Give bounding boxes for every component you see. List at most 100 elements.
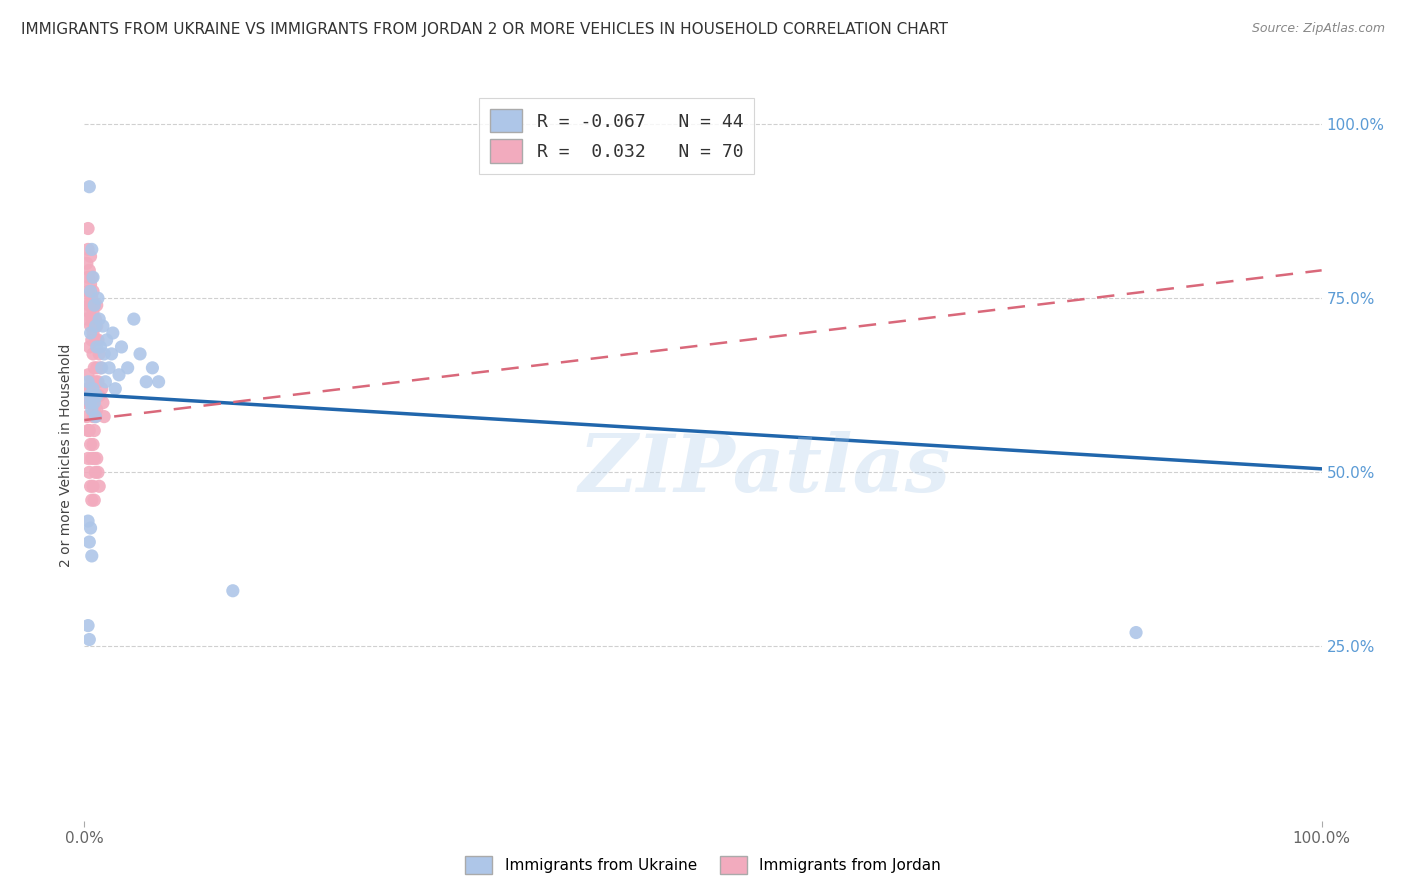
Point (77, 382, 100, 396)
Point (80, 333, 103, 347)
Text: Source: ZipAtlas.com: Source: ZipAtlas.com (1251, 22, 1385, 36)
Point (77, 618, 100, 632)
Point (79, 382, 101, 396)
Point (100, 347, 122, 361)
Point (83, 298, 105, 312)
Point (82, 389, 104, 403)
Point (80, 312, 103, 326)
Point (89, 360, 111, 375)
Point (79, 326, 101, 340)
Point (222, 583, 245, 598)
Point (83, 424, 105, 438)
Point (87, 291, 110, 305)
Point (83, 493, 105, 508)
Point (82, 270, 104, 285)
Point (79, 277, 101, 292)
Legend: Immigrants from Ukraine, Immigrants from Jordan: Immigrants from Ukraine, Immigrants from… (458, 850, 948, 880)
Point (75, 291, 97, 305)
Point (82, 284, 104, 298)
Point (83, 360, 105, 375)
Point (89, 340, 111, 354)
Point (79, 249, 101, 263)
Point (77, 368, 100, 382)
Point (79, 395, 101, 409)
Point (80, 270, 103, 285)
Point (79, 389, 101, 403)
Point (79, 305, 101, 319)
Point (104, 382, 127, 396)
Point (110, 340, 132, 354)
Point (80, 451, 103, 466)
Point (1125, 625, 1147, 640)
Point (79, 466, 101, 480)
Point (76, 409, 98, 424)
Point (84, 409, 107, 424)
Point (84, 319, 107, 334)
Point (89, 479, 111, 493)
Point (141, 360, 163, 375)
Point (96, 333, 118, 347)
Point (79, 284, 101, 298)
Point (86, 298, 108, 312)
Point (77, 451, 100, 466)
Point (77, 424, 100, 438)
Point (108, 368, 131, 382)
Point (82, 409, 104, 424)
Point (86, 360, 108, 375)
Point (79, 521, 101, 535)
Point (77, 375, 100, 389)
Point (80, 375, 103, 389)
Point (84, 333, 107, 347)
Point (80, 493, 103, 508)
Point (79, 424, 101, 438)
Point (122, 312, 145, 326)
Point (79, 319, 101, 334)
Y-axis label: 2 or more Vehicles in Household: 2 or more Vehicles in Household (59, 343, 73, 566)
Point (84, 375, 107, 389)
Point (79, 340, 101, 354)
Point (90, 360, 112, 375)
Point (86, 389, 108, 403)
Point (80, 549, 103, 563)
Point (76, 256, 98, 270)
Point (89, 347, 111, 361)
Point (82, 479, 104, 493)
Point (83, 451, 105, 466)
Point (80, 291, 103, 305)
Point (129, 347, 152, 361)
Legend: R = -0.067   N = 44, R =  0.032   N = 70: R = -0.067 N = 44, R = 0.032 N = 70 (479, 98, 754, 174)
Point (86, 319, 108, 334)
Point (80, 402, 103, 417)
Point (83, 402, 105, 417)
Point (84, 409, 107, 424)
Point (117, 360, 139, 375)
Point (86, 451, 108, 466)
Text: IMMIGRANTS FROM UKRAINE VS IMMIGRANTS FROM JORDAN 2 OR MORE VEHICLES IN HOUSEHOL: IMMIGRANTS FROM UKRAINE VS IMMIGRANTS FR… (21, 22, 948, 37)
Point (80, 243, 103, 257)
Point (87, 375, 110, 389)
Point (80, 395, 103, 409)
Point (86, 402, 108, 417)
Point (76, 312, 98, 326)
Point (98, 360, 121, 375)
Point (77, 514, 100, 528)
Point (89, 389, 111, 403)
Point (79, 263, 101, 277)
Point (90, 382, 112, 396)
Point (94, 375, 117, 389)
Point (82, 326, 104, 340)
Point (91, 319, 114, 334)
Point (101, 326, 124, 340)
Point (83, 319, 105, 334)
Point (87, 466, 110, 480)
Point (135, 375, 157, 389)
Point (79, 395, 101, 409)
Point (82, 382, 104, 396)
Point (77, 284, 100, 298)
Point (79, 179, 101, 194)
Point (91, 395, 114, 409)
Point (83, 395, 105, 409)
Point (77, 270, 100, 285)
Point (89, 312, 111, 326)
Point (79, 298, 101, 312)
